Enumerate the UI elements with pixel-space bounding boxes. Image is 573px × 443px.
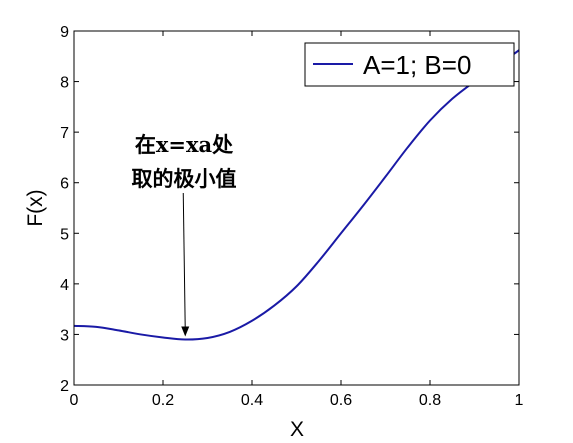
x-tick-label: 1 bbox=[515, 392, 524, 409]
annotation-line-2: 取的极小值 bbox=[132, 166, 237, 191]
y-tick-label: 6 bbox=[60, 176, 69, 193]
y-tick-label: 7 bbox=[60, 125, 69, 142]
plot-area bbox=[73, 30, 520, 386]
y-tick-label: 4 bbox=[60, 277, 69, 294]
x-tick-label: 0 bbox=[70, 392, 79, 409]
annotation-line-1: 在x=xa处 bbox=[135, 132, 233, 157]
y-axis-title: F(x) bbox=[24, 189, 47, 226]
x-tick-label: 0.2 bbox=[152, 392, 174, 409]
y-axis: 2 3 4 5 6 7 8 9 bbox=[60, 24, 519, 395]
y-tick-label: 3 bbox=[60, 327, 69, 344]
annotation-arrow bbox=[182, 192, 186, 331]
x-tick-label: 0.4 bbox=[241, 392, 263, 409]
y-tick-label: 9 bbox=[60, 24, 69, 41]
legend: A=1; B=0 bbox=[304, 42, 515, 87]
y-tick-label: 2 bbox=[60, 378, 69, 395]
legend-entry-a1-b0: A=1; B=0 bbox=[363, 50, 471, 80]
x-axis: 0 0.2 0.4 0.6 0.8 1 bbox=[70, 31, 524, 409]
y-tick-label: 8 bbox=[60, 75, 69, 92]
x-tick-label: 0.6 bbox=[330, 392, 352, 409]
y-tick-label: 5 bbox=[60, 226, 69, 243]
min-annotation: 在x=xa处 取的极小值 bbox=[132, 132, 237, 337]
x-tick-label: 0.8 bbox=[419, 392, 441, 409]
x-axis-title: X bbox=[290, 418, 304, 441]
annotation-arrow-head bbox=[181, 326, 190, 337]
series-line-a1-b0 bbox=[74, 49, 519, 341]
